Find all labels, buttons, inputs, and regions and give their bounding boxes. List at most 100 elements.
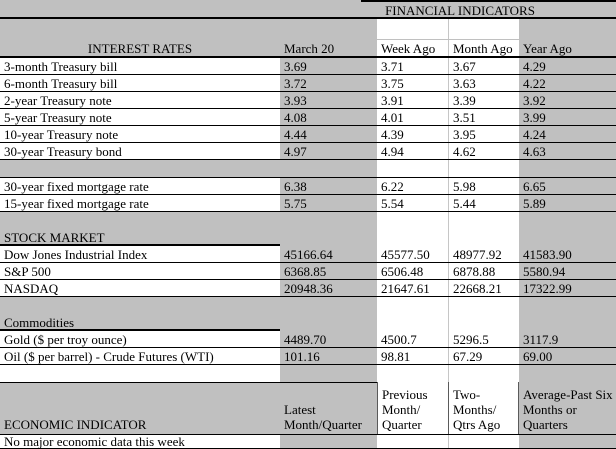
row-label: 6-month Treasury bill bbox=[0, 75, 280, 91]
value-month-ago: 5296.5 bbox=[449, 331, 519, 347]
economic-indicator-header-row: ECONOMIC INDICATOR Latest Month/Quarter … bbox=[0, 382, 616, 435]
spacer-cell bbox=[280, 212, 377, 229]
title-row: FINANCIAL INDICATORS bbox=[0, 0, 616, 19]
spacer-cell bbox=[280, 19, 377, 39]
row-label: S&P 500 bbox=[0, 263, 280, 279]
section-header-row: STOCK MARKET bbox=[0, 229, 616, 246]
row-label: 10-year Treasury note bbox=[0, 126, 280, 142]
col-header-month-ago: Month Ago bbox=[449, 39, 519, 56]
value-year-ago: 4.22 bbox=[519, 75, 616, 91]
value-year-ago: 4.29 bbox=[519, 58, 616, 74]
value-year-ago: 69.00 bbox=[519, 348, 616, 364]
value-week-ago: 6506.48 bbox=[377, 263, 449, 279]
row-label: Oil ($ per barrel) - Crude Futures (WTI) bbox=[0, 348, 280, 364]
spacer-row bbox=[0, 19, 616, 39]
economic-note: No major economic data this week bbox=[0, 435, 280, 448]
col-header-march-20: March 20 bbox=[280, 39, 377, 56]
table-row: Dow Jones Industrial Index 45166.64 45577.… bbox=[0, 246, 616, 263]
value-week-ago: 3.91 bbox=[377, 92, 449, 108]
row-label: NASDAQ bbox=[0, 280, 280, 296]
value-month-ago: 3.67 bbox=[449, 58, 519, 74]
empty-cell bbox=[519, 314, 616, 331]
row-label: 5-year Treasury note bbox=[0, 109, 280, 125]
value-current: 6.38 bbox=[280, 178, 377, 194]
empty-cell bbox=[519, 435, 616, 448]
title-top-border bbox=[361, 0, 616, 2]
spacer-cell bbox=[0, 19, 280, 39]
spacer-row bbox=[0, 297, 616, 314]
spacer-cell bbox=[0, 297, 280, 314]
spacer-cell bbox=[519, 19, 616, 39]
spacer-row bbox=[0, 212, 616, 229]
value-month-ago: 4.62 bbox=[449, 143, 519, 159]
value-week-ago: 6.22 bbox=[377, 178, 449, 194]
value-year-ago: 6.65 bbox=[519, 178, 616, 194]
spacer-cell bbox=[377, 297, 449, 314]
col-header-previous-month-quarter: Previous Month/ Quarter bbox=[377, 382, 449, 434]
spacer-cell bbox=[377, 365, 449, 382]
table-row: 2-year Treasury note 3.93 3.91 3.39 3.92 bbox=[0, 92, 616, 109]
value-current: 5.75 bbox=[280, 195, 377, 211]
empty-cell bbox=[449, 435, 519, 448]
value-year-ago: 4.63 bbox=[519, 143, 616, 159]
spacer-row bbox=[0, 160, 616, 177]
value-current: 3.69 bbox=[280, 58, 377, 74]
column-header-row: INTEREST RATES March 20 Week Ago Month A… bbox=[0, 39, 616, 58]
spacer-cell bbox=[377, 19, 449, 39]
table-row: 30-year fixed mortgage rate 6.38 6.22 5.98 6… bbox=[0, 177, 616, 195]
spacer-cell bbox=[0, 365, 280, 382]
value-year-ago: 41583.90 bbox=[519, 246, 616, 262]
col-header-average-past-six: Average-Past Six Months or Quarters bbox=[519, 382, 616, 434]
col-header-year-ago: Year Ago bbox=[519, 39, 616, 56]
col-header-interest-rates: INTEREST RATES bbox=[0, 39, 280, 56]
value-week-ago: 21647.61 bbox=[377, 280, 449, 296]
value-month-ago: 3.63 bbox=[449, 75, 519, 91]
value-month-ago: 5.98 bbox=[449, 178, 519, 194]
value-week-ago: 3.71 bbox=[377, 58, 449, 74]
value-current: 4.97 bbox=[280, 143, 377, 159]
value-week-ago: 4.01 bbox=[377, 109, 449, 125]
economic-indicator-label: ECONOMIC INDICATOR bbox=[0, 382, 280, 434]
value-current: 3.72 bbox=[280, 75, 377, 91]
table-row: 15-year fixed mortgage rate 5.75 5.54 5.44 5… bbox=[0, 195, 616, 212]
value-month-ago: 3.39 bbox=[449, 92, 519, 108]
value-week-ago: 4.94 bbox=[377, 143, 449, 159]
value-week-ago: 4.39 bbox=[377, 126, 449, 142]
economic-note-row: No major economic data this week bbox=[0, 435, 616, 449]
value-month-ago: 3.95 bbox=[449, 126, 519, 142]
row-label: 30-year fixed mortgage rate bbox=[0, 178, 280, 194]
row-label: Gold ($ per troy ounce) bbox=[0, 331, 280, 347]
value-year-ago: 3.92 bbox=[519, 92, 616, 108]
value-week-ago: 45577.50 bbox=[377, 246, 449, 262]
spacer-cell bbox=[519, 160, 616, 177]
empty-cell bbox=[519, 229, 616, 246]
table-row: 10-year Treasury note 4.44 4.39 3.95 4.24 bbox=[0, 126, 616, 143]
value-week-ago: 5.54 bbox=[377, 195, 449, 211]
table-body: 3-month Treasury bill 3.69 3.71 3.67 4.29 6-m… bbox=[0, 58, 616, 382]
spacer-row bbox=[0, 365, 616, 382]
value-year-ago: 17322.99 bbox=[519, 280, 616, 296]
spacer-cell bbox=[280, 365, 377, 382]
value-current: 3.93 bbox=[280, 92, 377, 108]
value-current: 101.16 bbox=[280, 348, 377, 364]
row-label: 2-year Treasury note bbox=[0, 92, 280, 108]
empty-cell bbox=[280, 314, 377, 331]
value-current: 20948.36 bbox=[280, 280, 377, 296]
value-current: 4.08 bbox=[280, 109, 377, 125]
table-title: FINANCIAL INDICATORS bbox=[385, 3, 535, 18]
value-month-ago: 3.51 bbox=[449, 109, 519, 125]
row-label: 30-year Treasury bond bbox=[0, 143, 280, 159]
value-year-ago: 3.99 bbox=[519, 109, 616, 125]
value-week-ago: 3.75 bbox=[377, 75, 449, 91]
empty-cell bbox=[377, 314, 449, 331]
table-row: Gold ($ per troy ounce) 4489.70 4500.7 5296… bbox=[0, 331, 616, 348]
value-year-ago: 4.24 bbox=[519, 126, 616, 142]
spacer-cell bbox=[449, 19, 519, 39]
table-row: Oil ($ per barrel) - Crude Futures (WTI)… bbox=[0, 348, 616, 365]
spacer-cell bbox=[280, 297, 377, 314]
spacer-cell bbox=[449, 365, 519, 382]
spacer-cell bbox=[377, 160, 449, 177]
table-row: 30-year Treasury bond 4.97 4.94 4.62 4.63 bbox=[0, 143, 616, 160]
spacer-cell bbox=[0, 212, 280, 229]
empty-cell bbox=[377, 229, 449, 246]
